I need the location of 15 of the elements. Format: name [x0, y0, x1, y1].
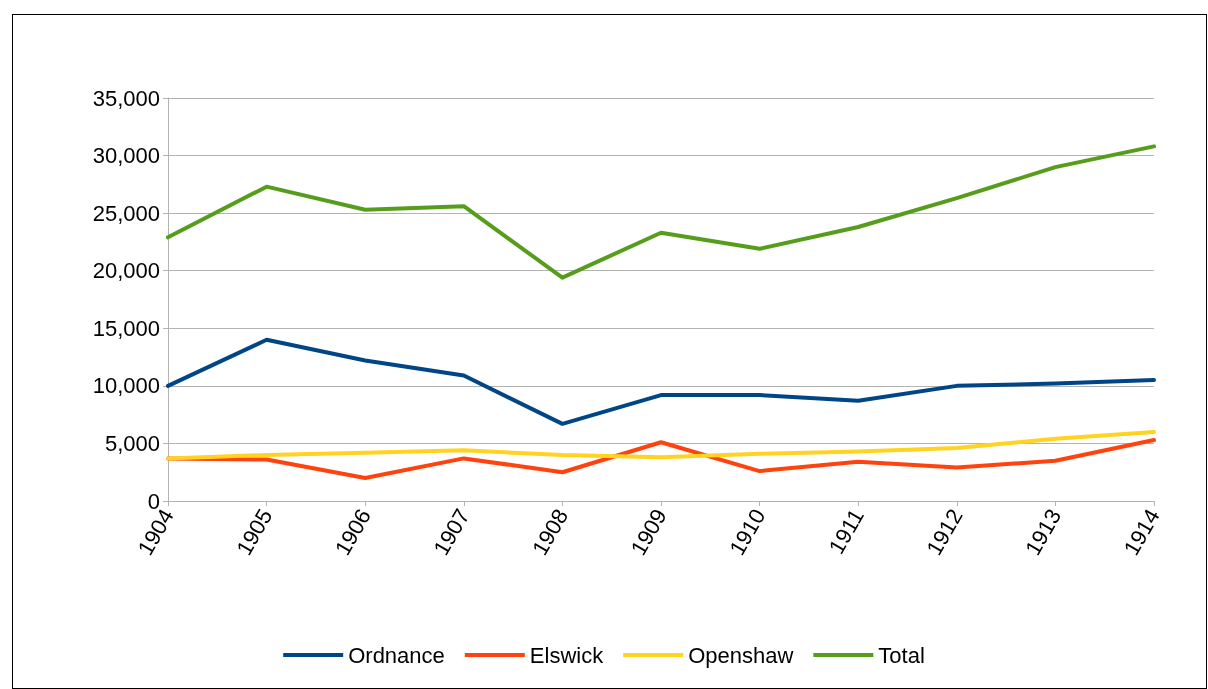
y-tick-label: 5,000	[104, 430, 160, 456]
y-tick-label: 25,000	[92, 200, 160, 226]
line-series	[166, 429, 1156, 461]
legend-label: Ordnance	[348, 642, 445, 668]
legend-label: Total	[878, 642, 925, 668]
y-tick-label: 15,000	[92, 315, 160, 341]
y-tick-label: 10,000	[92, 373, 160, 399]
line-series	[166, 337, 1156, 426]
line-series	[166, 144, 1156, 280]
y-tick-label: 20,000	[92, 258, 160, 284]
y-tick-label: 0	[147, 488, 160, 514]
y-tick-label: 35,000	[92, 85, 160, 111]
legend-label: Elswick	[529, 642, 605, 668]
legend-label: Openshaw	[688, 642, 794, 668]
y-tick-label: 30,000	[92, 143, 160, 169]
